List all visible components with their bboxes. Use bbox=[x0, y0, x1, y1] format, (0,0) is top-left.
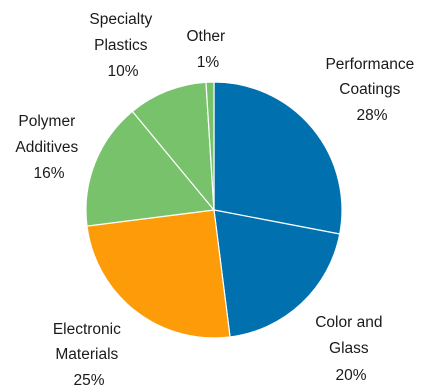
pie-slice-electronic-materials bbox=[86, 209, 231, 339]
pie-slice-other bbox=[205, 81, 215, 211]
pie-slice-color-and-glass bbox=[213, 209, 341, 338]
label-polymer-additives: Polymer Additives 16% bbox=[15, 113, 82, 182]
label-specialty-plastics: Specialty Plastics 10% bbox=[89, 11, 156, 80]
pie-slices bbox=[85, 81, 343, 339]
label-electronic-materials: Electronic Materials 25% bbox=[53, 321, 125, 388]
pie-slice-polymer-additives bbox=[85, 110, 216, 227]
pie-slice-performance-coatings bbox=[213, 81, 343, 235]
label-performance-coatings: Performance Coatings 28% bbox=[325, 56, 418, 124]
label-color-and-glass: Color and Glass 20% bbox=[315, 314, 387, 384]
pie-slice-specialty-plastics bbox=[131, 81, 215, 212]
label-other: Other 1% bbox=[186, 28, 229, 71]
